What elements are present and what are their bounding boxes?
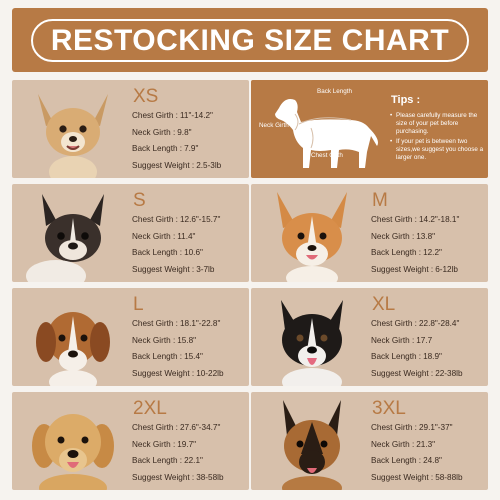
tip-item: Please carefully measure the size of you… bbox=[390, 112, 487, 135]
border-collie-photo bbox=[281, 300, 343, 386]
size-card-s: S Chest Girth :12.6"-15.7" Neck Girth :1… bbox=[12, 184, 249, 282]
chest-girth-row: Chest Girth :29.1"-37" bbox=[371, 423, 453, 432]
specs-xl: Chest Girth :22.8"-28.4" Neck Girth :17.… bbox=[371, 316, 487, 382]
suggest-weight-row: Suggest Weight :10-22lb bbox=[132, 368, 224, 378]
back-length-row: Back Length :18.9" bbox=[371, 352, 442, 361]
back-length-row: Back Length :10.6" bbox=[132, 248, 203, 257]
chest-girth-row: Chest Girth :22.8"-28.4" bbox=[371, 319, 460, 328]
specs-l: Chest Girth :18.1"-22.8" Neck Girth :15.… bbox=[132, 316, 248, 382]
header-banner: RESTOCKING SIZE CHART bbox=[12, 8, 488, 72]
size-card-m: M Chest Girth :14.2"-18.1" Neck Girth :1… bbox=[251, 184, 488, 282]
chest-girth-row: Chest Girth :12.6"-15.7" bbox=[132, 215, 221, 224]
french-bulldog-photo bbox=[26, 194, 104, 282]
back-length-row: Back Length :7.9" bbox=[132, 144, 199, 153]
specs-3xl: Chest Girth :29.1"-37" Neck Girth :21.3"… bbox=[371, 420, 487, 486]
specs-s: Chest Girth :12.6"-15.7" Neck Girth :11.… bbox=[132, 212, 248, 278]
beagle-photo bbox=[36, 312, 110, 386]
chest-girth-row: Chest Girth :27.6"-34.7" bbox=[132, 423, 221, 432]
size-label-xl: XL bbox=[372, 294, 396, 315]
size-label-l: L bbox=[133, 294, 144, 315]
suggest-weight-row: Suggest Weight :58-88lb bbox=[371, 472, 463, 482]
back-length-row: Back Length :15.4" bbox=[132, 352, 203, 361]
back-length-label: Back Length bbox=[317, 88, 353, 95]
chest-girth-row: Chest Girth :11"-14.2" bbox=[132, 111, 213, 120]
suggest-weight-row: Suggest Weight :2.5-3lb bbox=[132, 160, 222, 170]
chest-girth-row: Chest Girth :18.1"-22.8" bbox=[132, 319, 221, 328]
size-card-xs: XS Chest Girth :11"-14.2" Neck Girth :9.… bbox=[12, 80, 249, 178]
size-label-s: S bbox=[133, 190, 146, 211]
german-shepherd-photo bbox=[282, 400, 342, 490]
neck-girth-row: Neck Girth :11.4" bbox=[132, 231, 196, 241]
page-title: RESTOCKING SIZE CHART bbox=[50, 23, 450, 57]
suggest-weight-row: Suggest Weight :6-12lb bbox=[371, 264, 458, 274]
tip-item: If your pet is between two sizes,we sugg… bbox=[390, 138, 487, 161]
back-length-row: Back Length :22.1" bbox=[132, 456, 203, 465]
specs-2xl: Chest Girth :27.6"-34.7" Neck Girth :19.… bbox=[132, 420, 248, 486]
suggest-weight-row: Suggest Weight :3-7lb bbox=[132, 264, 215, 274]
chihuahua-photo bbox=[38, 94, 108, 178]
back-length-row: Back Length :24.8" bbox=[371, 456, 442, 465]
size-label-2xl: 2XL bbox=[133, 398, 167, 419]
specs-m: Chest Girth :14.2"-18.1" Neck Girth :13.… bbox=[371, 212, 487, 278]
suggest-weight-row: Suggest Weight :38-58lb bbox=[132, 472, 224, 482]
specs-xs: Chest Girth :11"-14.2" Neck Girth :9.8" … bbox=[132, 108, 248, 174]
header-pill: RESTOCKING SIZE CHART bbox=[31, 19, 469, 62]
neck-girth-row: Neck Girth :9.8" bbox=[132, 127, 192, 137]
golden-retriever-photo bbox=[32, 414, 114, 490]
chest-girth-row: Chest Girth :14.2"-18.1" bbox=[371, 215, 460, 224]
neck-girth-row: Neck Girth :13.8" bbox=[371, 231, 436, 241]
neck-girth-row: Neck Girth :15.8" bbox=[132, 335, 197, 345]
neck-girth-label: Neck Girth bbox=[259, 122, 289, 129]
chest-girth-label: Chest Girth bbox=[311, 152, 343, 159]
size-label-m: M bbox=[372, 190, 388, 211]
neck-girth-row: Neck Girth :17.7 bbox=[371, 335, 433, 345]
size-card-xl: XL Chest Girth :22.8"-28.4" Neck Girth :… bbox=[251, 288, 488, 386]
tips-title: Tips : bbox=[391, 94, 421, 106]
size-card-l: L Chest Girth :18.1"-22.8" Neck Girth :1… bbox=[12, 288, 249, 386]
size-label-3xl: 3XL bbox=[372, 398, 406, 419]
size-label-xs: XS bbox=[133, 86, 159, 107]
dog-measurement-diagram bbox=[275, 99, 378, 168]
tips-card: Back Length Neck Girth Chest Girth Tips … bbox=[251, 80, 488, 178]
size-card-3xl: 3XL Chest Girth :29.1"-37" Neck Girth :2… bbox=[251, 392, 488, 490]
size-card-2xl: 2XL Chest Girth :27.6"-34.7" Neck Girth … bbox=[12, 392, 249, 490]
neck-girth-row: Neck Girth :19.7" bbox=[132, 439, 197, 449]
back-length-row: Back Length :12.2" bbox=[371, 248, 442, 257]
corgi-photo bbox=[277, 192, 347, 282]
suggest-weight-row: Suggest Weight :22-38lb bbox=[371, 368, 463, 378]
neck-girth-row: Neck Girth :21.3" bbox=[371, 439, 436, 449]
